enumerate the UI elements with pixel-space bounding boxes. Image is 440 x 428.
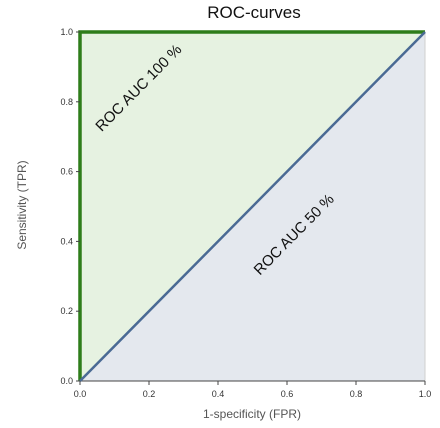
x-tick-label: 0.0 (74, 389, 87, 399)
x-tick-label: 0.8 (350, 389, 363, 399)
x-axis-ticks: 0.0 0.2 0.4 0.6 0.8 1.0 (74, 381, 432, 399)
x-tick-label: 0.6 (281, 389, 294, 399)
x-tick-label: 1.0 (419, 389, 432, 399)
roc-line-auc-50 (79, 31, 426, 382)
x-tick-label: 0.4 (212, 389, 225, 399)
chart-title: ROC-curves (207, 3, 301, 22)
y-tick-label: 0.8 (60, 97, 73, 107)
x-tick-label: 0.2 (143, 389, 156, 399)
y-tick-label: 0.0 (60, 376, 73, 386)
y-tick-label: 1.0 (60, 27, 73, 37)
plot-area (78, 30, 426, 382)
x-axis-label: 1-specificity (FPR) (203, 407, 301, 421)
y-tick-label: 0.2 (60, 306, 73, 316)
y-axis-label: Sensitivity (TPR) (15, 160, 29, 249)
y-tick-label: 0.6 (60, 167, 73, 177)
y-tick-label: 0.4 (60, 236, 73, 246)
y-axis-ticks: 0.0 0.2 0.4 0.6 0.8 1.0 (60, 27, 80, 386)
